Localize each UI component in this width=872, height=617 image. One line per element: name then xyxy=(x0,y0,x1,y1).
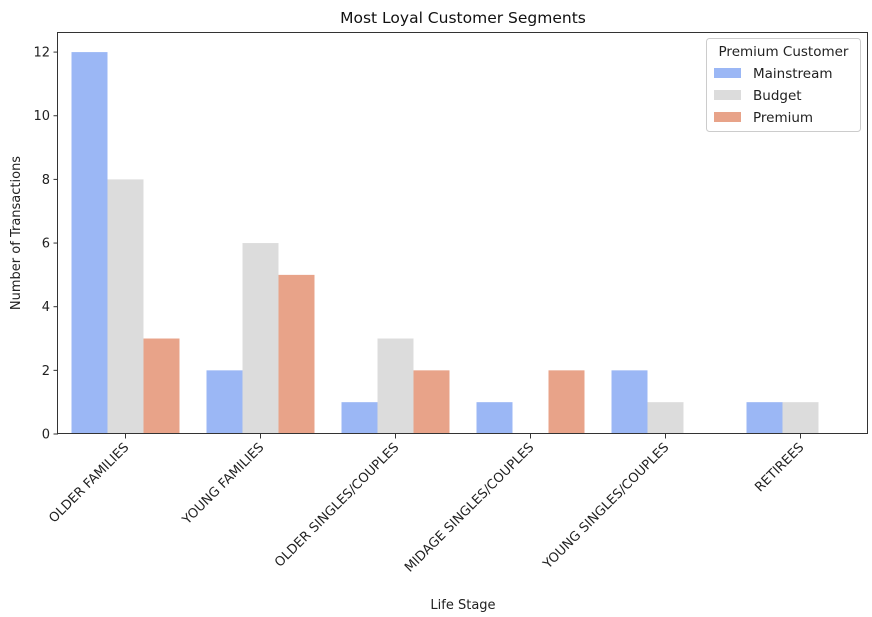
bar-budget-1 xyxy=(242,243,279,434)
legend-label-budget: Budget xyxy=(753,88,802,104)
x-tick-label: MIDAGE SINGLES/COUPLES xyxy=(402,440,537,575)
y-tick-label: 6 xyxy=(42,237,50,252)
bar-budget-0 xyxy=(107,179,144,434)
x-tick-label: YOUNG FAMILIES xyxy=(179,440,267,528)
y-axis: 0 2 4 6 8 10 12 xyxy=(33,46,58,443)
legend-box xyxy=(706,38,861,132)
y-tick-label: 8 xyxy=(42,173,50,188)
legend-label-mainstream: Mainstream xyxy=(753,66,833,82)
y-axis-title: Number of Transactions xyxy=(9,156,24,310)
x-axis: OLDER FAMILIES YOUNG FAMILIES OLDER SINGLE… xyxy=(46,434,807,575)
bar-premium-3 xyxy=(548,370,585,434)
bar-budget-5 xyxy=(782,402,819,434)
legend-swatch-premium xyxy=(714,112,741,122)
bar-mainstream-4 xyxy=(611,370,648,434)
axes-frame xyxy=(57,32,868,434)
x-tick-label: OLDER FAMILIES xyxy=(46,440,132,526)
legend: Premium Customer Mainstream Budget Premium xyxy=(706,38,861,132)
plot-area xyxy=(71,52,819,434)
y-tick-label: 10 xyxy=(33,109,50,124)
y-tick-label: 4 xyxy=(42,300,50,315)
y-tick-label: 2 xyxy=(42,364,50,379)
bar-premium-0 xyxy=(143,338,180,434)
y-tick-label: 0 xyxy=(42,428,50,443)
x-tick-label: YOUNG SINGLES/COUPLES xyxy=(540,440,672,572)
chart-title: Most Loyal Customer Segments xyxy=(340,9,586,27)
bar-budget-4 xyxy=(647,402,684,434)
bar-premium-1 xyxy=(278,274,315,434)
x-tick-label: RETIREES xyxy=(752,440,807,495)
x-tick-label: OLDER SINGLES/COUPLES xyxy=(272,440,402,570)
legend-swatch-budget xyxy=(714,90,741,100)
bar-mainstream-5 xyxy=(746,402,783,434)
bar-premium-2 xyxy=(413,370,450,434)
legend-title: Premium Customer xyxy=(719,44,849,60)
bar-mainstream-1 xyxy=(206,370,243,434)
bar-budget-2 xyxy=(377,338,414,434)
bar-mainstream-3 xyxy=(476,402,513,434)
bar-mainstream-2 xyxy=(341,402,378,434)
y-tick-label: 12 xyxy=(33,46,50,61)
bar-mainstream-0 xyxy=(71,52,108,434)
legend-swatch-mainstream xyxy=(714,68,741,78)
legend-label-premium: Premium xyxy=(753,110,813,126)
x-axis-title: Life Stage xyxy=(430,598,495,613)
